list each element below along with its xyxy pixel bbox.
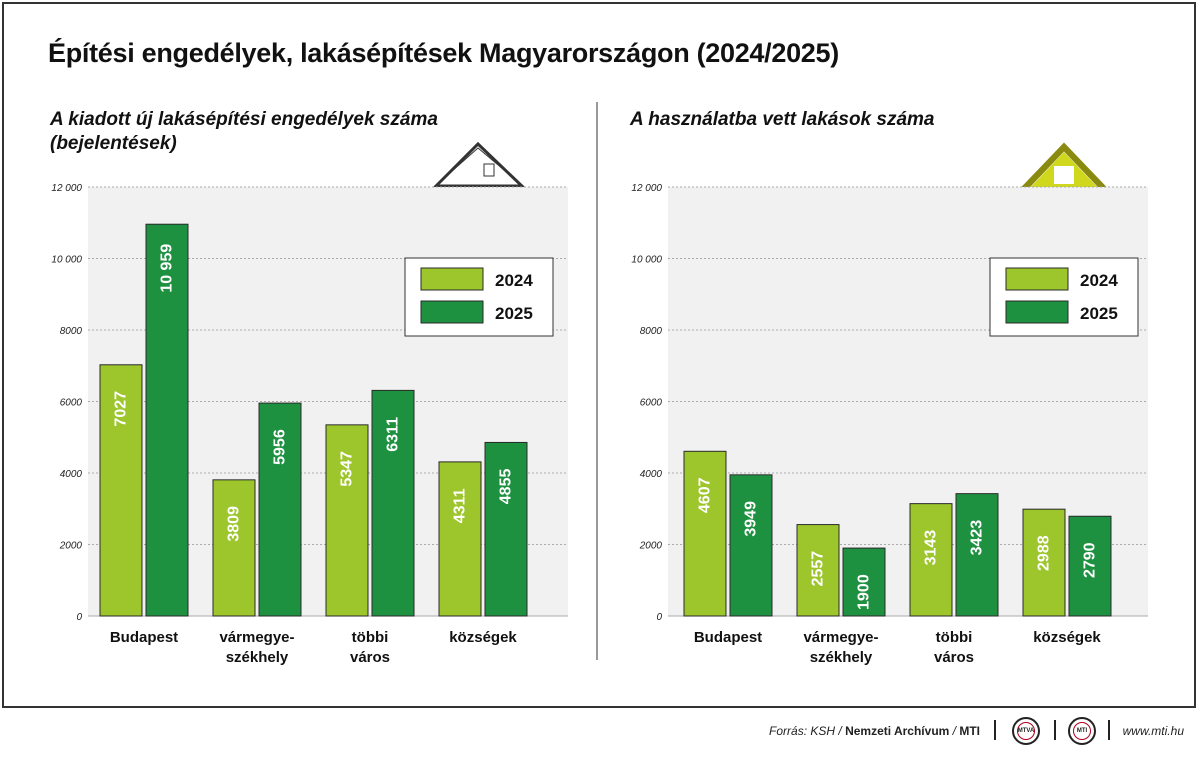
footer: Forrás: KSH / Nemzeti Archívum / MTI MTV… [0, 714, 1200, 760]
footer-separator [1108, 720, 1110, 740]
source-agency: MTI [959, 724, 980, 738]
bar-2025 [145, 223, 189, 617]
right-chart-title: A használatba vett lakások száma [630, 108, 935, 132]
category-label: város [934, 649, 974, 666]
data-label: 1900 [856, 574, 873, 610]
bar-2024 [99, 364, 143, 617]
left-chart-title-line2: (bejelentések) [50, 133, 177, 154]
bar-2025 [484, 441, 528, 617]
legend-swatch-2024 [1005, 267, 1069, 291]
data-label: 7027 [113, 391, 130, 427]
legend: 2024 2025 [404, 257, 554, 337]
category-label: többi [936, 629, 973, 646]
bar-2024 [796, 524, 840, 617]
y-tick-label: 0 [76, 612, 82, 623]
data-label: 10 959 [159, 244, 176, 293]
source-credit: Forrás: KSH / Nemzeti Archívum / MTI [769, 724, 980, 738]
footer-separator [994, 720, 996, 740]
website-link[interactable]: www.mti.hu [1122, 724, 1184, 738]
data-label: 3143 [923, 530, 940, 566]
y-tick-label: 10 000 [51, 255, 82, 266]
legend-label: 2025 [1080, 304, 1118, 323]
bar-2025 [258, 402, 302, 617]
legend-label: 2024 [495, 271, 533, 290]
footer-separator [1054, 720, 1056, 740]
mti-logo: MTI [1068, 717, 1096, 745]
y-tick-label: 10 000 [631, 255, 662, 266]
data-label: 3423 [969, 520, 986, 556]
data-label: 4607 [697, 477, 714, 513]
category-label: vármegye- [219, 629, 294, 646]
right-chart-title-line1: A használatba vett lakások száma [630, 109, 935, 130]
data-label: 2988 [1036, 535, 1053, 571]
data-label: 4855 [498, 469, 515, 505]
legend: 2024 2025 [989, 257, 1139, 337]
y-tick-label: 6000 [640, 398, 663, 409]
category-label: székhely [226, 649, 289, 666]
source-prefix: Forrás: KSH / [769, 724, 846, 738]
page-title: Építési engedélyek, lakásépítések Magyar… [48, 38, 839, 68]
data-label: 3809 [226, 506, 243, 542]
source-sep: / [949, 724, 960, 738]
category-label: Budapest [694, 629, 762, 646]
bar-2024 [909, 503, 953, 617]
bar-charts: 0 2000 4000 6000 8000 10 000 12 000 7027 10 959 B… [51, 141, 1148, 666]
chart-completions: 0 2000 4000 6000 8000 10 000 12 000 4607 3949 Bud… [631, 183, 1148, 666]
y-tick-label: 2000 [639, 541, 663, 552]
left-chart-title-line1: A kiadott új lakásépítési engedélyek szá… [50, 109, 438, 130]
category-label: községek [1033, 629, 1101, 646]
bar-2025 [842, 547, 886, 617]
y-tick-label: 12 000 [631, 183, 662, 194]
category-label: székhely [810, 649, 873, 666]
data-label: 3949 [743, 501, 760, 537]
left-chart-title: A kiadott új lakásépítési engedélyek szá… [50, 108, 438, 156]
y-tick-label: 0 [656, 612, 662, 623]
category-label: községek [449, 629, 517, 646]
bar-2024 [325, 424, 369, 617]
data-label: 4311 [452, 488, 469, 523]
legend-label: 2024 [1080, 271, 1118, 290]
category-label: többi [352, 629, 389, 646]
chart-permits: 0 2000 4000 6000 8000 10 000 12 000 7027 10 959 B… [51, 183, 568, 666]
data-label: 6311 [385, 417, 402, 452]
legend-swatch-2025 [1005, 300, 1069, 324]
bar-2025 [955, 493, 999, 617]
y-tick-label: 12 000 [51, 183, 82, 194]
category-label: város [350, 649, 390, 666]
y-tick-label: 6000 [60, 398, 83, 409]
bar-2024 [1022, 508, 1066, 617]
data-label: 2790 [1082, 542, 1099, 578]
data-label: 5347 [339, 451, 356, 487]
bar-2025 [1068, 515, 1112, 617]
category-label: Budapest [110, 629, 178, 646]
y-tick-label: 2000 [59, 541, 83, 552]
bar-2024 [438, 461, 482, 617]
y-tick-label: 8000 [640, 326, 663, 337]
y-tick-label: 4000 [640, 469, 663, 480]
data-label: 5956 [272, 429, 289, 465]
bar-2024 [683, 450, 727, 617]
source-archive: Nemzeti Archívum [845, 724, 950, 738]
legend-label: 2025 [495, 304, 533, 323]
legend-swatch-2024 [420, 267, 484, 291]
panel-divider [596, 102, 598, 660]
y-tick-label: 8000 [60, 326, 83, 337]
y-tick-label: 4000 [60, 469, 83, 480]
bar-2024 [212, 479, 256, 617]
legend-swatch-2025 [420, 300, 484, 324]
bar-2025 [729, 474, 773, 617]
category-label: vármegye- [803, 629, 878, 646]
data-label: 2557 [810, 551, 827, 587]
bar-2025 [371, 389, 415, 617]
mtva-logo: MTVA [1012, 717, 1040, 745]
